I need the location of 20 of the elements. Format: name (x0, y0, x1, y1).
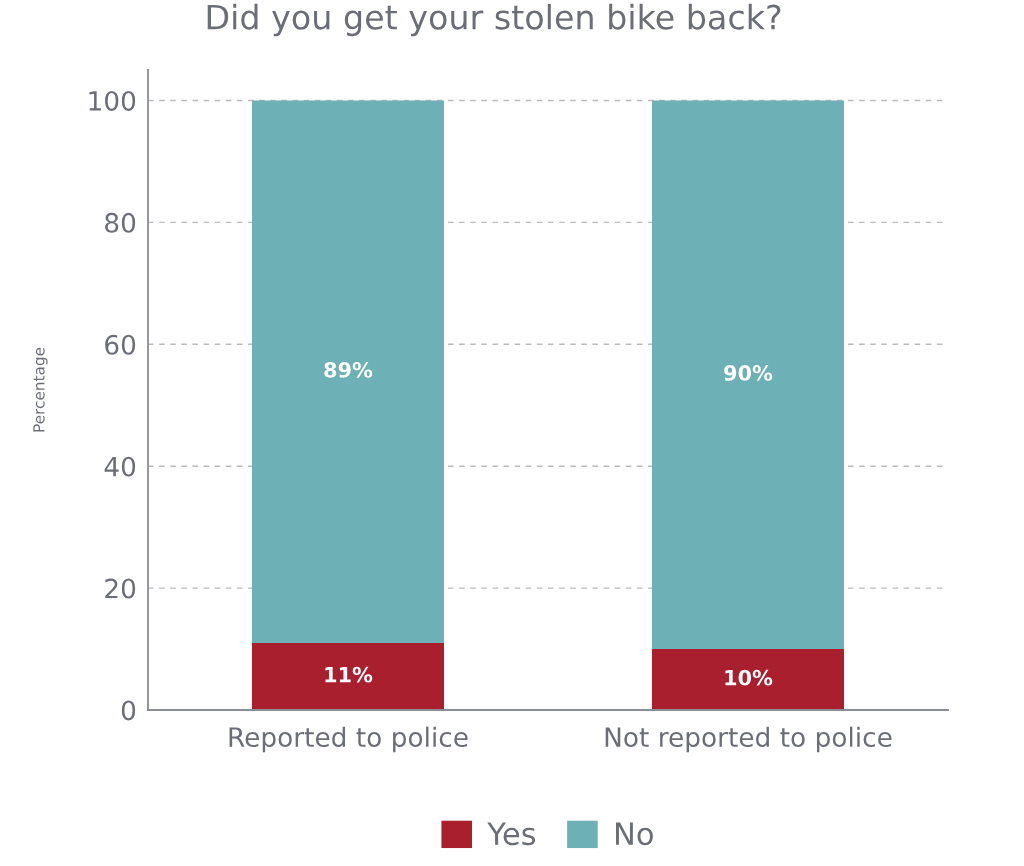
data-label: 11% (325, 666, 373, 683)
chart-title: Did you get your stolen bike back? (207, 3, 781, 37)
bar (652, 100, 844, 650)
bar (252, 100, 444, 643)
y-tick-label: 40 (104, 456, 136, 477)
y-tick-label: 100 (89, 90, 136, 111)
bar (652, 649, 844, 710)
y-axis-title: Percentage (33, 347, 48, 432)
x-tick-label: Reported to police (229, 726, 468, 753)
bar (252, 642, 444, 710)
legend-label: Yes (487, 822, 536, 846)
y-tick-label: 20 (105, 578, 136, 599)
legend-label: No (616, 822, 653, 846)
y-tick-label: 60 (105, 334, 136, 355)
x-tick-label: Not reported to police (605, 726, 892, 753)
data-label: 10% (725, 669, 773, 686)
y-tick-label: 0 (121, 700, 136, 721)
data-label: 89% (324, 362, 373, 378)
data-label: 90% (724, 365, 773, 381)
y-tick-label: 80 (105, 212, 136, 233)
